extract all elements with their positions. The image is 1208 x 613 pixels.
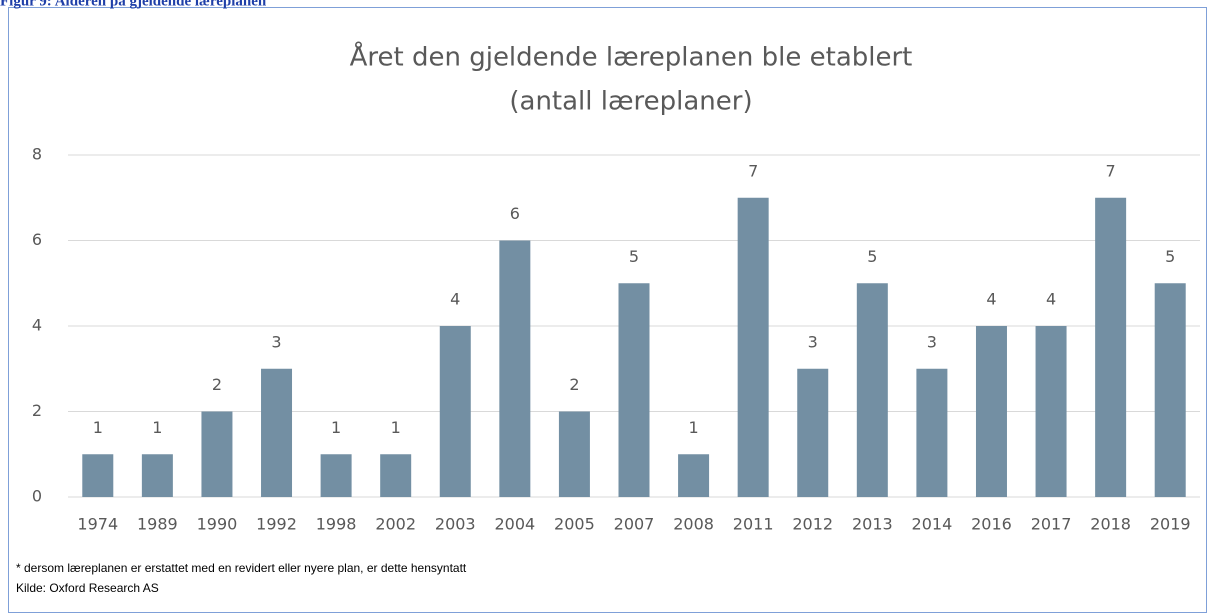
data-label: 7: [1106, 161, 1116, 180]
y-tick-label: 8: [32, 145, 42, 164]
x-tick-label: 2018: [1090, 515, 1131, 534]
bar: [558, 411, 590, 497]
y-tick-label: 6: [32, 230, 42, 249]
x-tick-label: 2003: [435, 515, 476, 534]
x-tick-label: 1998: [316, 515, 357, 534]
x-tick-label: 2011: [733, 515, 774, 534]
y-tick-label: 2: [32, 401, 42, 420]
x-tick-label: 2002: [375, 515, 416, 534]
bar: [916, 368, 948, 497]
data-label: 4: [450, 290, 460, 309]
bar: [439, 326, 471, 497]
x-tick-label: 1992: [256, 515, 297, 534]
source: Kilde: Oxford Research AS: [16, 581, 159, 595]
bar: [380, 454, 412, 497]
bar: [499, 240, 531, 497]
bar: [1035, 326, 1067, 497]
data-label: 2: [569, 375, 579, 394]
data-label: 5: [1165, 247, 1175, 266]
data-label: 1: [688, 418, 698, 437]
x-tick-label: 2008: [673, 515, 714, 534]
data-label: 7: [748, 161, 758, 180]
y-tick-label: 4: [32, 316, 42, 335]
bar: [856, 283, 888, 497]
bar: [678, 454, 710, 497]
data-label: 1: [331, 418, 341, 437]
bar: [797, 368, 829, 497]
x-tick-label: 2016: [971, 515, 1012, 534]
footnote: * dersom læreplanen er erstattet med en …: [16, 561, 467, 575]
x-tick-label: 2019: [1150, 515, 1191, 534]
chart-title: Året den gjeldende læreplanen ble etable…: [350, 41, 913, 73]
bar: [82, 454, 114, 497]
data-label: 5: [867, 247, 877, 266]
x-tick-label: 2013: [852, 515, 893, 534]
chart-subtitle: (antall læreplaner): [509, 87, 752, 117]
data-label: 1: [93, 418, 103, 437]
data-label: 1: [152, 418, 162, 437]
data-label: 6: [510, 204, 520, 223]
x-tick-label: 1990: [197, 515, 238, 534]
x-tick-label: 2007: [614, 515, 655, 534]
bar: [261, 368, 293, 497]
x-tick-label: 1974: [77, 515, 118, 534]
x-tick-label: 2017: [1031, 515, 1072, 534]
bar: [201, 411, 233, 497]
data-label: 3: [808, 332, 818, 351]
bar: [320, 454, 352, 497]
bar: [1154, 283, 1186, 497]
x-tick-label: 2004: [494, 515, 535, 534]
bar: [141, 454, 173, 497]
data-label: 4: [986, 290, 996, 309]
x-tick-label: 2012: [792, 515, 833, 534]
x-tick-label: 2005: [554, 515, 595, 534]
bar: [1095, 197, 1127, 497]
bar: [975, 326, 1007, 497]
bar: [618, 283, 650, 497]
data-label: 2: [212, 375, 222, 394]
data-label: 5: [629, 247, 639, 266]
y-tick-label: 0: [32, 487, 42, 506]
x-tick-label: 2014: [912, 515, 953, 534]
data-label: 3: [927, 332, 937, 351]
data-label: 3: [271, 332, 281, 351]
x-tick-label: 1989: [137, 515, 178, 534]
data-label: 1: [391, 418, 401, 437]
caption: Figur 9: Alderen på gjeldende læreplanen: [0, 0, 267, 9]
bar: [737, 197, 769, 497]
data-label: 4: [1046, 290, 1056, 309]
